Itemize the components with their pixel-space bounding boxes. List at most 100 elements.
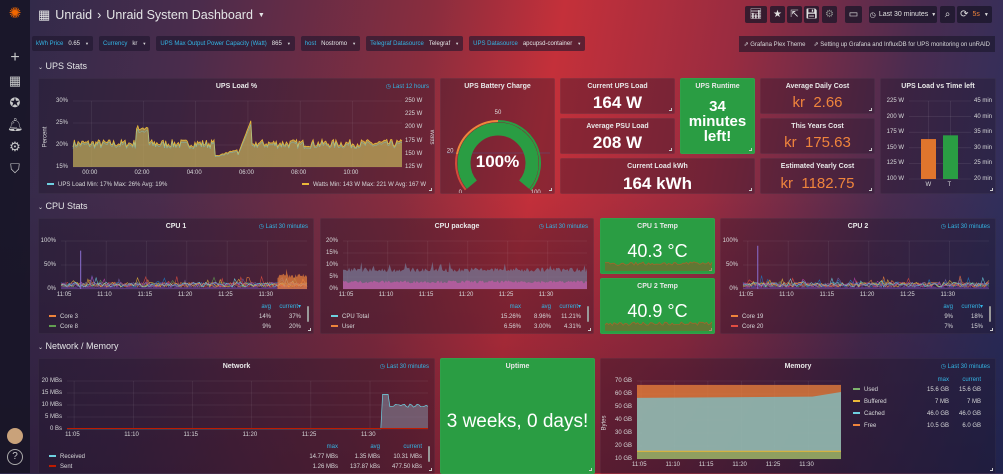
legend-header-avg[interactable]: avg [261,304,271,310]
variable-host[interactable]: host Nostromo ▼ [300,36,361,51]
legend-header-avg[interactable]: avg [541,304,551,310]
panel-cpu2-temp[interactable]: CPU 2 Temp 40.9 °C [600,278,715,334]
link-plex-theme[interactable]: ⇗ Grafana Plex Theme [744,41,806,48]
legend-item[interactable]: Core 3 [49,314,78,320]
row-cpu-stats[interactable]: ⌄ CPU Stats [38,201,88,211]
variable-value[interactable]: kr [132,40,138,47]
variable-value[interactable]: 865 [271,40,282,47]
legend-item[interactable]: Received [49,454,85,460]
breadcrumb[interactable]: ▦ Unraid › Unraid System Dashboard ▼ [38,7,265,23]
legend-header-avg[interactable]: avg [943,304,953,310]
panel-memory[interactable]: Memory ◷ Last 30 minutes 10 GB 20 GB 30 GB 40… [600,358,996,474]
legend-header-current[interactable]: current▾ [559,304,581,310]
panel-cpu-package[interactable]: CPU package ◷ Last 30 minutes 0% 5% 10% 15% 20… [320,218,594,334]
panel-cpu1-temp[interactable]: CPU 1 Temp 40.3 °C [600,218,715,274]
legend-scrollbar[interactable] [989,306,991,322]
legend-item[interactable]: Core 20 [731,324,763,330]
resize-handle[interactable] [990,328,993,331]
variable-ups-datasource[interactable]: UPS Datasource apcupsd-container ▼ [469,36,586,51]
panel-this-years-cost[interactable]: This Years Cost kr 175.63 [760,118,875,154]
panel-current-ups-load[interactable]: Current UPS Load 164 W [560,78,675,114]
link-ups-guide[interactable]: ⇗ Setting up Grafana and InfluxDB for UP… [814,41,990,48]
panel-network[interactable]: Network ◷ Last 30 minutes 0 Bs 5 MBs 10 MBs 1… [38,358,435,474]
legend-header-current[interactable]: current [403,444,422,450]
bell-icon[interactable]: 🔔︎ [7,117,24,132]
time-picker[interactable]: ◷ Last 30 minutes ▼ [869,6,937,23]
page-title[interactable]: Unraid System Dashboard [106,8,253,22]
help-icon[interactable]: ? [7,449,23,465]
variable-currency[interactable]: Currency kr ▼ [99,36,151,51]
resize-handle[interactable] [429,188,432,191]
grafana-logo-icon[interactable]: ✺ [8,5,22,22]
panel-ups-load-vs-time-left[interactable]: UPS Load vs Time left 100 W 20 min 125 W 25… [880,78,996,194]
legend-header-max[interactable]: max [326,444,338,450]
legend-header-current[interactable]: current▾ [961,304,983,310]
legend-item[interactable]: Free [853,423,876,429]
legend-item[interactable]: User [331,324,355,330]
row-ups-stats[interactable]: ⌄ UPS Stats [38,61,87,71]
legend-item[interactable]: Core 19 [731,314,763,320]
resize-handle[interactable] [869,148,872,151]
panel-uptime[interactable]: Uptime 3 weeks, 0 days! [440,358,595,474]
panel-ups-load[interactable]: UPS Load % ◷ Last 12 hours 15% 20% 25% 30% 125… [38,78,435,194]
link-label[interactable]: Grafana Plex Theme [750,41,806,48]
resize-handle[interactable] [869,108,872,111]
save-button[interactable]: 💾︎ [804,6,819,23]
row-network-memory[interactable]: ⌄ Network / Memory [38,341,119,351]
panel-ups-battery-charge[interactable]: UPS Battery Charge 0 20 50 100 100% [440,78,555,194]
panel-cpu1[interactable]: CPU 1 ◷ Last 30 minutes 0% 50% 100% 11:05 11:1… [38,218,314,334]
resize-handle[interactable] [990,468,993,471]
panel-estimated-yearly-cost[interactable]: Estimated Yearly Cost kr 1182.75 [760,158,875,194]
shield-icon[interactable]: ⛉ [10,161,20,176]
panel-current-load-kwh[interactable]: Current Load kWh 164 kWh [560,158,755,194]
variable-telegraf-datasource[interactable]: Telegraf Datasource Telegraf ▼ [366,36,464,51]
resize-handle[interactable] [669,148,672,151]
resize-handle[interactable] [588,328,591,331]
refresh-interval[interactable]: 5s [972,11,980,18]
resize-handle[interactable] [749,148,752,151]
legend-header-current[interactable]: current [962,377,981,383]
tv-mode-button[interactable]: ▭ [845,6,862,23]
legend-scrollbar[interactable] [307,306,309,322]
legend-header-max[interactable]: max [509,304,521,310]
avatar[interactable] [7,428,23,444]
variable-kwh-price[interactable]: kWh Price 0.65 ▼ [32,36,93,51]
variable-value[interactable]: apcupsd-container [522,40,573,47]
legend-item[interactable]: Used [853,387,878,393]
legend-item-ups-load[interactable]: UPS Load Min: 17% Max: 26% Avg: 19% [47,182,167,188]
legend-item[interactable]: Sent [49,464,72,470]
star-button[interactable]: ★ [770,6,785,23]
variable-value[interactable]: Telegraf [428,40,451,47]
resize-handle[interactable] [549,188,552,191]
legend-item[interactable]: CPU Total [331,314,369,320]
resize-handle[interactable] [990,188,993,191]
panel-average-daily-cost[interactable]: Average Daily Cost kr 2.66 [760,78,875,114]
settings-button[interactable]: ⚙ [822,6,837,23]
zoom-out-button[interactable]: ⌕ [940,6,955,23]
legend-item[interactable]: Core 8 [49,324,78,330]
variable-ups-max-capacity[interactable]: UPS Max Output Power Capacity (Watt) 865 ▼ [156,36,295,51]
resize-handle[interactable] [869,188,872,191]
variable-value[interactable]: 0.65 [68,40,81,47]
legend-header-avg[interactable]: avg [370,444,380,450]
panel-average-psu-load[interactable]: Average PSU Load 208 W [560,118,675,154]
resize-handle[interactable] [749,188,752,191]
resize-handle[interactable] [429,468,432,471]
legend-header-current[interactable]: current▾ [279,304,301,310]
gear-icon[interactable]: ⚙ [9,139,21,154]
link-label[interactable]: Setting up Grafana and InfluxDB for UPS … [820,41,990,48]
panel-cpu2[interactable]: CPU 2 ◷ Last 30 minutes 0% 50% 100% 11:05 11:1… [720,218,996,334]
share-button[interactable]: ⇱ [787,6,802,23]
legend-item[interactable]: Buffered [853,399,887,405]
resize-handle[interactable] [308,328,311,331]
variable-value[interactable]: Nostromo [321,40,348,47]
dashboards-grid-icon[interactable]: ▦ [8,73,22,88]
legend-scrollbar[interactable] [428,446,430,462]
legend-item-watts[interactable]: Watts Min: 143 W Max: 221 W Avg: 167 W [301,182,426,188]
plus-icon[interactable]: + [10,49,20,66]
folder-name[interactable]: Unraid [55,8,93,22]
refresh-button[interactable]: ⟳ 5s ▼ [957,6,992,23]
resize-handle[interactable] [669,108,672,111]
compass-icon[interactable]: ✪ [9,95,21,110]
resize-handle[interactable] [589,468,592,471]
